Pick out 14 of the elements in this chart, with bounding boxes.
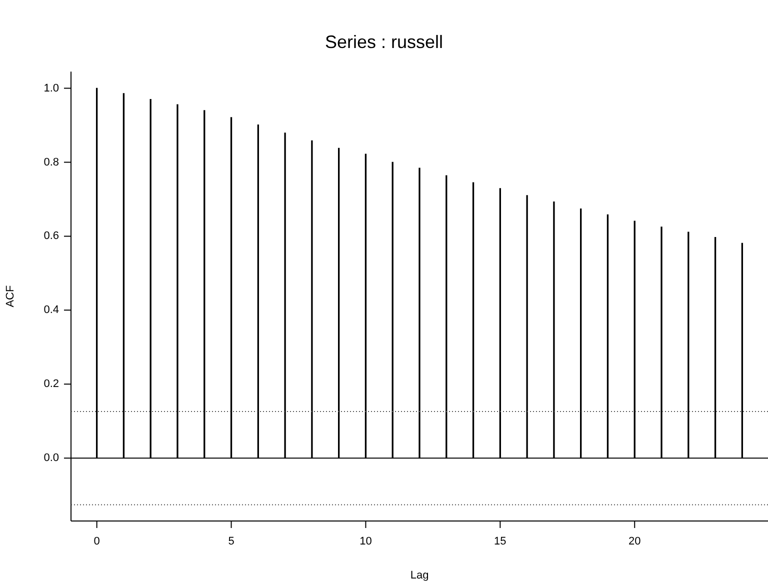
x-tick-label: 10 (360, 536, 372, 548)
y-tick-label: 0.0 (44, 452, 59, 464)
y-tick-label: 0.4 (44, 304, 59, 316)
y-tick-label: 0.6 (44, 230, 59, 242)
x-axis-title: Lag (410, 569, 429, 582)
y-tick-label: 1.0 (44, 82, 59, 94)
y-axis-title: ACF (4, 285, 17, 308)
x-tick-label: 15 (494, 536, 506, 548)
y-tick-label: 0.8 (44, 156, 59, 168)
chart-title: Series : russell (324, 32, 444, 52)
x-tick-label: 20 (628, 536, 641, 548)
x-tick-label: 0 (94, 536, 100, 548)
y-tick-label: 0.2 (44, 378, 59, 390)
x-tick-label: 5 (228, 536, 234, 548)
